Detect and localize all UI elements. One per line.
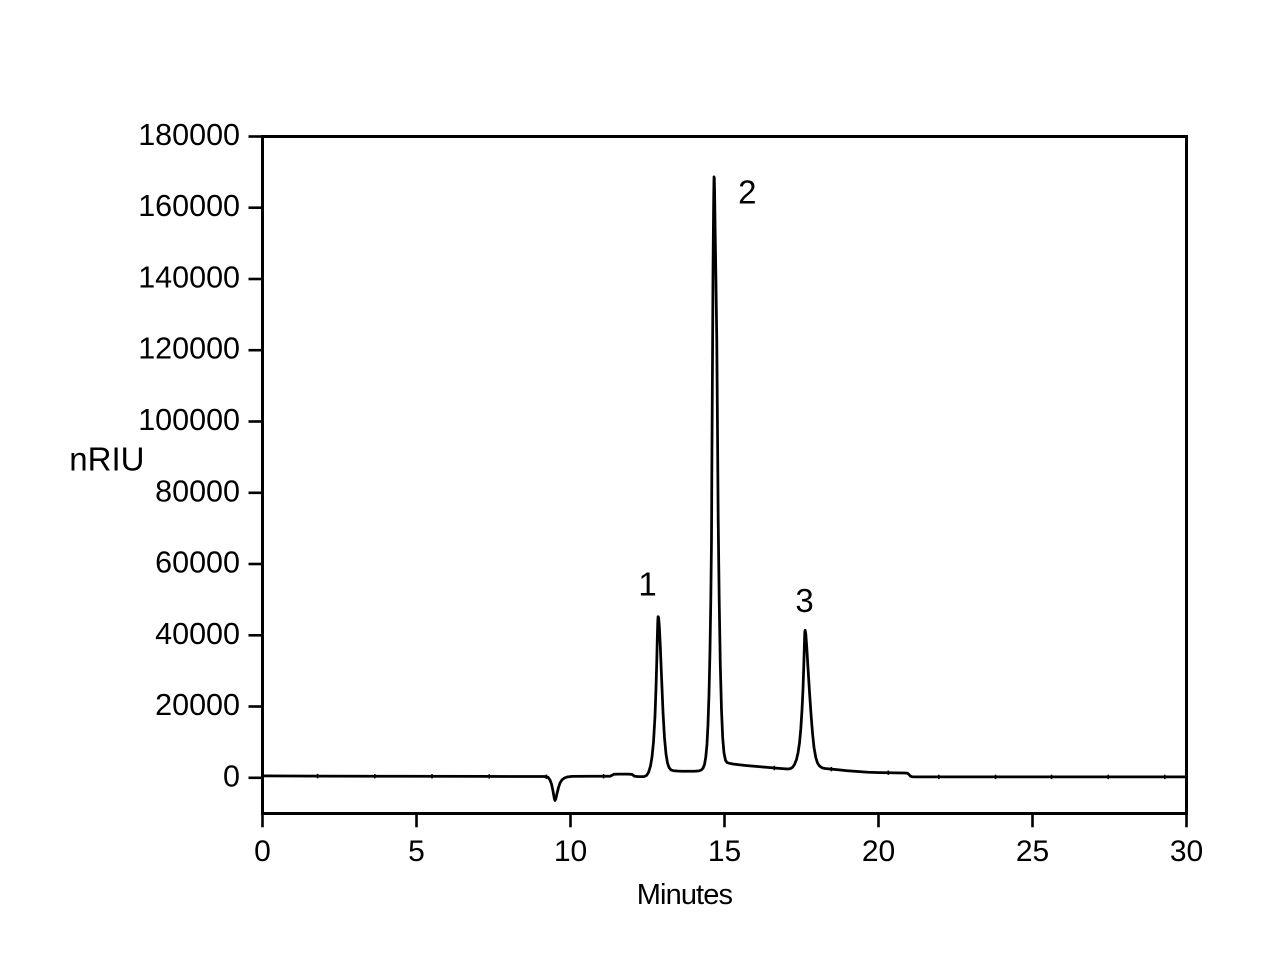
svg-text:10: 10 xyxy=(554,835,587,868)
svg-text:1: 1 xyxy=(638,566,656,603)
svg-text:25: 25 xyxy=(1016,835,1049,868)
svg-text:0: 0 xyxy=(223,759,240,793)
svg-text:60000: 60000 xyxy=(155,546,240,580)
svg-text:15: 15 xyxy=(708,835,741,868)
svg-text:0: 0 xyxy=(254,835,271,868)
svg-text:80000: 80000 xyxy=(155,474,240,508)
svg-text:3: 3 xyxy=(795,582,813,619)
svg-text:140000: 140000 xyxy=(138,261,240,295)
svg-text:100000: 100000 xyxy=(138,403,240,437)
svg-text:160000: 160000 xyxy=(138,189,240,223)
svg-text:nRIU: nRIU xyxy=(69,441,144,478)
svg-text:30: 30 xyxy=(1170,835,1203,868)
svg-text:2: 2 xyxy=(738,174,756,211)
svg-text:40000: 40000 xyxy=(155,617,240,651)
svg-text:Minutes: Minutes xyxy=(637,879,733,911)
svg-text:5: 5 xyxy=(408,835,425,868)
svg-text:20000: 20000 xyxy=(155,688,240,722)
svg-text:20: 20 xyxy=(862,835,895,868)
svg-text:180000: 180000 xyxy=(138,118,240,152)
svg-text:120000: 120000 xyxy=(138,332,240,366)
